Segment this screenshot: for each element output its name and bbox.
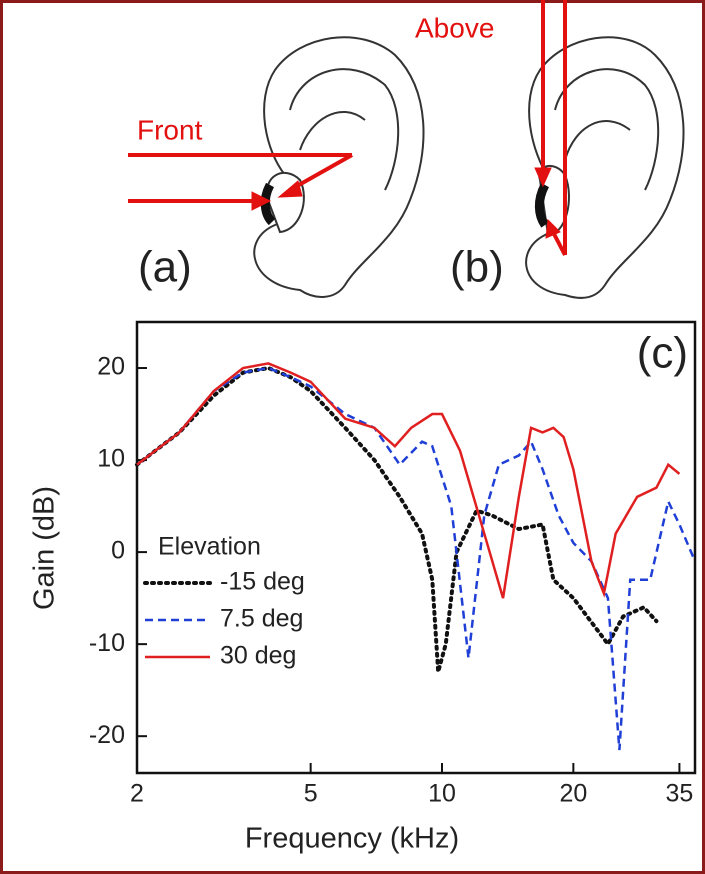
legend-label: 30 deg	[220, 642, 296, 670]
y-tick-label: 20	[97, 353, 125, 381]
x-tick-label: 5	[304, 780, 318, 808]
y-axis-label: Gain (dB)	[29, 486, 61, 610]
y-tick-label: 10	[97, 445, 125, 473]
series-line	[135, 365, 659, 673]
panel-label: (c)	[637, 329, 688, 378]
x-axis-label: Frequency (kHz)	[245, 823, 459, 855]
legend-label: -15 deg	[220, 568, 305, 596]
y-tick-label: -20	[89, 721, 125, 749]
plot-frame	[135, 320, 697, 775]
panel-label: (a)	[138, 243, 192, 292]
panel-label: (b)	[450, 243, 504, 292]
series-line	[136, 362, 681, 599]
arrows	[128, 0, 567, 256]
legend-title: Elevation	[158, 533, 261, 561]
annotation: Front	[137, 114, 203, 145]
x-tick-label: 10	[428, 780, 456, 808]
legend-label: 7.5 deg	[220, 605, 303, 633]
y-tick-label: -10	[89, 629, 125, 657]
x-tick-label: 2	[130, 780, 144, 808]
y-tick-label: 0	[111, 537, 125, 565]
series-line	[136, 366, 697, 751]
annotation: Above	[415, 12, 494, 43]
x-tick-label: 20	[559, 780, 587, 808]
x-tick-label: 35	[666, 780, 694, 808]
ear-a	[253, 36, 425, 298]
